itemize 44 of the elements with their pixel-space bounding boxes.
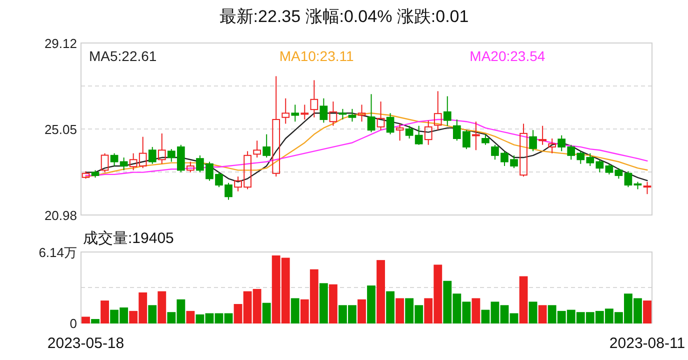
text: MA10:23.11 (279, 48, 354, 64)
bar (290, 298, 300, 324)
candlestick (434, 90, 442, 131)
bar (376, 260, 385, 324)
bar (538, 305, 547, 324)
bar (319, 283, 328, 324)
candlestick (310, 80, 318, 118)
candlestick (396, 123, 404, 142)
y-tick-label: 29.12 (44, 36, 77, 51)
x-tick-label: 2023-08-11 (609, 335, 686, 352)
candlestick (548, 138, 556, 154)
y-tick-label: 25.05 (44, 122, 77, 137)
candlestick (300, 104, 309, 120)
bar (262, 302, 271, 324)
y-tick-label: 6.14万 (38, 245, 77, 260)
bar (82, 316, 90, 324)
bar (643, 300, 652, 324)
text: MA20:23.54 (470, 48, 546, 64)
candlestick (538, 125, 546, 146)
bar (396, 298, 404, 324)
bar (528, 302, 538, 324)
y-tick-label: 20.98 (44, 208, 77, 223)
chart-title: 成交量:19405 (83, 230, 174, 247)
bar (186, 310, 195, 324)
candlestick (443, 96, 452, 126)
bar (328, 284, 338, 324)
bar (358, 299, 366, 324)
bar (148, 305, 157, 324)
candlestick (472, 121, 480, 151)
x-tick-label: 2023-05-18 (47, 335, 124, 352)
bar (158, 291, 166, 324)
candlestick (386, 112, 394, 135)
bar (100, 300, 110, 324)
candlestick (329, 101, 338, 126)
bar (367, 285, 376, 324)
bar (91, 319, 100, 324)
chart-title: 最新:22.35 涨幅:0.04% 涨跌:0.01 (219, 7, 469, 26)
candlestick (424, 120, 432, 146)
candlestick (158, 132, 166, 164)
y-tick-label: 0 (70, 316, 77, 331)
bar (472, 298, 480, 324)
bar (519, 276, 528, 324)
bar (386, 291, 395, 324)
text: MA5:22.61 (89, 48, 157, 64)
